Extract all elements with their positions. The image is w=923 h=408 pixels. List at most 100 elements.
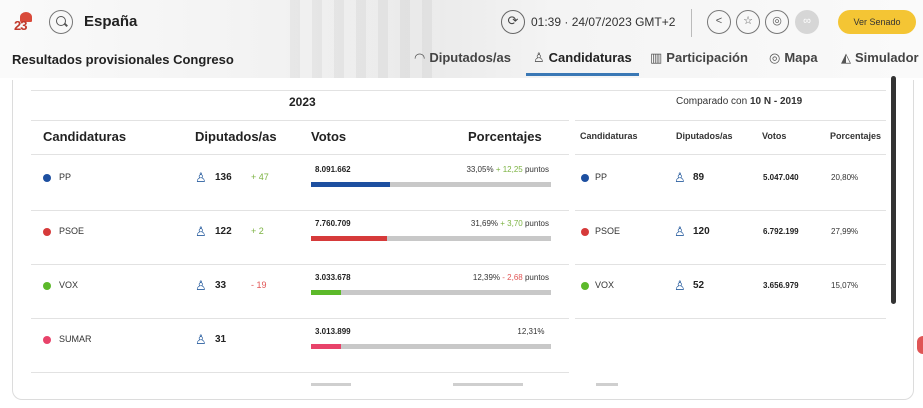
search-icon[interactable] <box>49 10 73 34</box>
party-color-dot <box>43 336 51 344</box>
logo-flame-icon <box>20 12 32 22</box>
vote-percentage: 12,39% - 2,68 puntos <box>472 273 549 282</box>
side-tab-marker[interactable] <box>917 336 923 354</box>
votes-2019: 6.792.199 <box>763 227 799 236</box>
col-candidaturas: Candidaturas <box>43 129 127 144</box>
party-color-dot <box>581 228 589 236</box>
vote-share-bar <box>311 290 551 295</box>
star-icon[interactable]: ☆ <box>736 10 760 34</box>
col-porcentajes-2019: Porcentajes <box>830 131 882 141</box>
row-divider <box>31 210 569 211</box>
vote-share-fill <box>311 290 341 295</box>
percentage-2019: 15,07% <box>831 281 859 290</box>
party-color-dot <box>43 282 51 290</box>
person-icon: ♙ <box>195 170 207 185</box>
percentage-change: - 2,68 <box>502 273 523 282</box>
row-divider <box>575 264 886 265</box>
section-year: 2023 <box>289 95 316 109</box>
col-votos: Votos <box>311 129 347 144</box>
tab-simulador[interactable]: ◭ Simulador <box>841 50 919 65</box>
party-name: PSOE <box>595 226 621 236</box>
row-divider <box>575 318 886 319</box>
col-diputados-2019: Diputados/as <box>676 131 733 141</box>
seats: 33 <box>215 280 227 291</box>
vote-percentage: 33,05% + 12,25 puntos <box>466 165 549 174</box>
refresh-icon[interactable]: ⟳ <box>501 10 525 34</box>
header-divider-right <box>575 154 886 155</box>
votes: 7.760.709 <box>315 219 351 228</box>
vote-percentage: 31,69% + 3,70 puntos <box>470 219 549 228</box>
expand-icon[interactable]: ∞ <box>795 10 819 34</box>
seat-change: + 47 <box>251 172 269 182</box>
active-tab-indicator <box>526 73 639 76</box>
votes: 3.033.678 <box>315 273 351 282</box>
col-votos-2019: Votos <box>762 131 787 141</box>
party-name: VOX <box>595 280 615 290</box>
last-update-time: 01:39 · 24/07/2023 GMT+2 <box>531 15 676 29</box>
row-divider <box>31 318 569 319</box>
row-divider <box>575 210 886 211</box>
embed-icon[interactable]: ◎ <box>765 10 789 34</box>
scrollbar-thumb[interactable] <box>891 76 896 304</box>
simulator-icon: ◭ <box>841 50 851 65</box>
seats: 122 <box>215 226 232 237</box>
party-color-dot <box>43 174 51 182</box>
vote-share-bar <box>311 344 551 349</box>
col-diputados: Diputados/as <box>195 129 277 144</box>
person-icon: ♙ <box>674 278 686 293</box>
col-candidaturas-2019: Candidaturas <box>580 131 638 141</box>
party-name: PP <box>59 172 72 182</box>
top-divider <box>31 90 886 91</box>
party-color-dot <box>581 282 589 290</box>
tab-candidaturas[interactable]: ♙ Candidaturas <box>533 50 632 65</box>
party-name: PP <box>595 172 608 182</box>
seats-2019: 52 <box>693 280 705 291</box>
vote-share-fill <box>311 344 341 349</box>
person-icon: ♙ <box>195 224 207 239</box>
votes: 8.091.662 <box>315 165 351 174</box>
people-icon: ♙ <box>533 50 545 65</box>
next-row-peek <box>596 383 618 386</box>
seats: 31 <box>215 334 227 345</box>
vote-percentage: 12,31% <box>517 327 545 336</box>
page-title: Resultados provisionales Congreso <box>12 52 234 67</box>
person-icon: ♙ <box>674 224 686 239</box>
votes: 3.013.899 <box>315 327 351 336</box>
vote-share-bar <box>311 236 551 241</box>
section-compare: Comparado con 10 N - 2019 <box>676 96 803 107</box>
region-title: España <box>84 13 138 30</box>
bar-chart-icon: ▥ <box>650 50 663 65</box>
next-row-peek <box>453 383 523 386</box>
map-pin-icon: ◎ <box>769 50 781 65</box>
share-icon[interactable]: < <box>707 10 731 34</box>
next-row-peek <box>311 383 351 386</box>
percentage-2019: 27,99% <box>831 227 859 236</box>
party-name: SUMAR <box>59 334 92 344</box>
person-icon: ♙ <box>195 332 207 347</box>
tab-participacion[interactable]: ▥ Participación <box>650 50 748 65</box>
party-name: PSOE <box>59 226 85 236</box>
vote-share-bar <box>311 182 551 187</box>
header-background-decoration <box>290 0 440 78</box>
header: 23 España ⟳ 01:39 · 24/07/2023 GMT+2 < ☆… <box>0 0 923 78</box>
person-icon: ♙ <box>195 278 207 293</box>
party-color-dot <box>581 174 589 182</box>
col-porcentajes: Porcentajes <box>468 129 542 144</box>
results-panel: 2023 Comparado con 10 N - 2019 Candidatu… <box>12 80 914 400</box>
person-icon: ♙ <box>674 170 686 185</box>
logo-number-icon: 23 <box>14 18 28 33</box>
percentage-change: + 3,70 <box>500 219 523 228</box>
23j-logo-icon[interactable]: 23 <box>14 12 38 34</box>
row-divider <box>31 264 569 265</box>
hemicycle-icon: ◠ <box>414 50 426 65</box>
header-divider <box>691 9 692 37</box>
vote-share-fill <box>311 236 388 241</box>
tab-mapa[interactable]: ◎ Mapa <box>769 50 818 65</box>
tab-diputados[interactable]: ◠ Diputados/as <box>414 50 511 65</box>
row-divider <box>31 372 569 373</box>
party-color-dot <box>43 228 51 236</box>
ver-senado-button[interactable]: Ver Senado <box>838 10 916 34</box>
seats: 136 <box>215 172 232 183</box>
percentage-change: + 12,25 <box>495 165 523 174</box>
seats-2019: 89 <box>693 172 705 183</box>
